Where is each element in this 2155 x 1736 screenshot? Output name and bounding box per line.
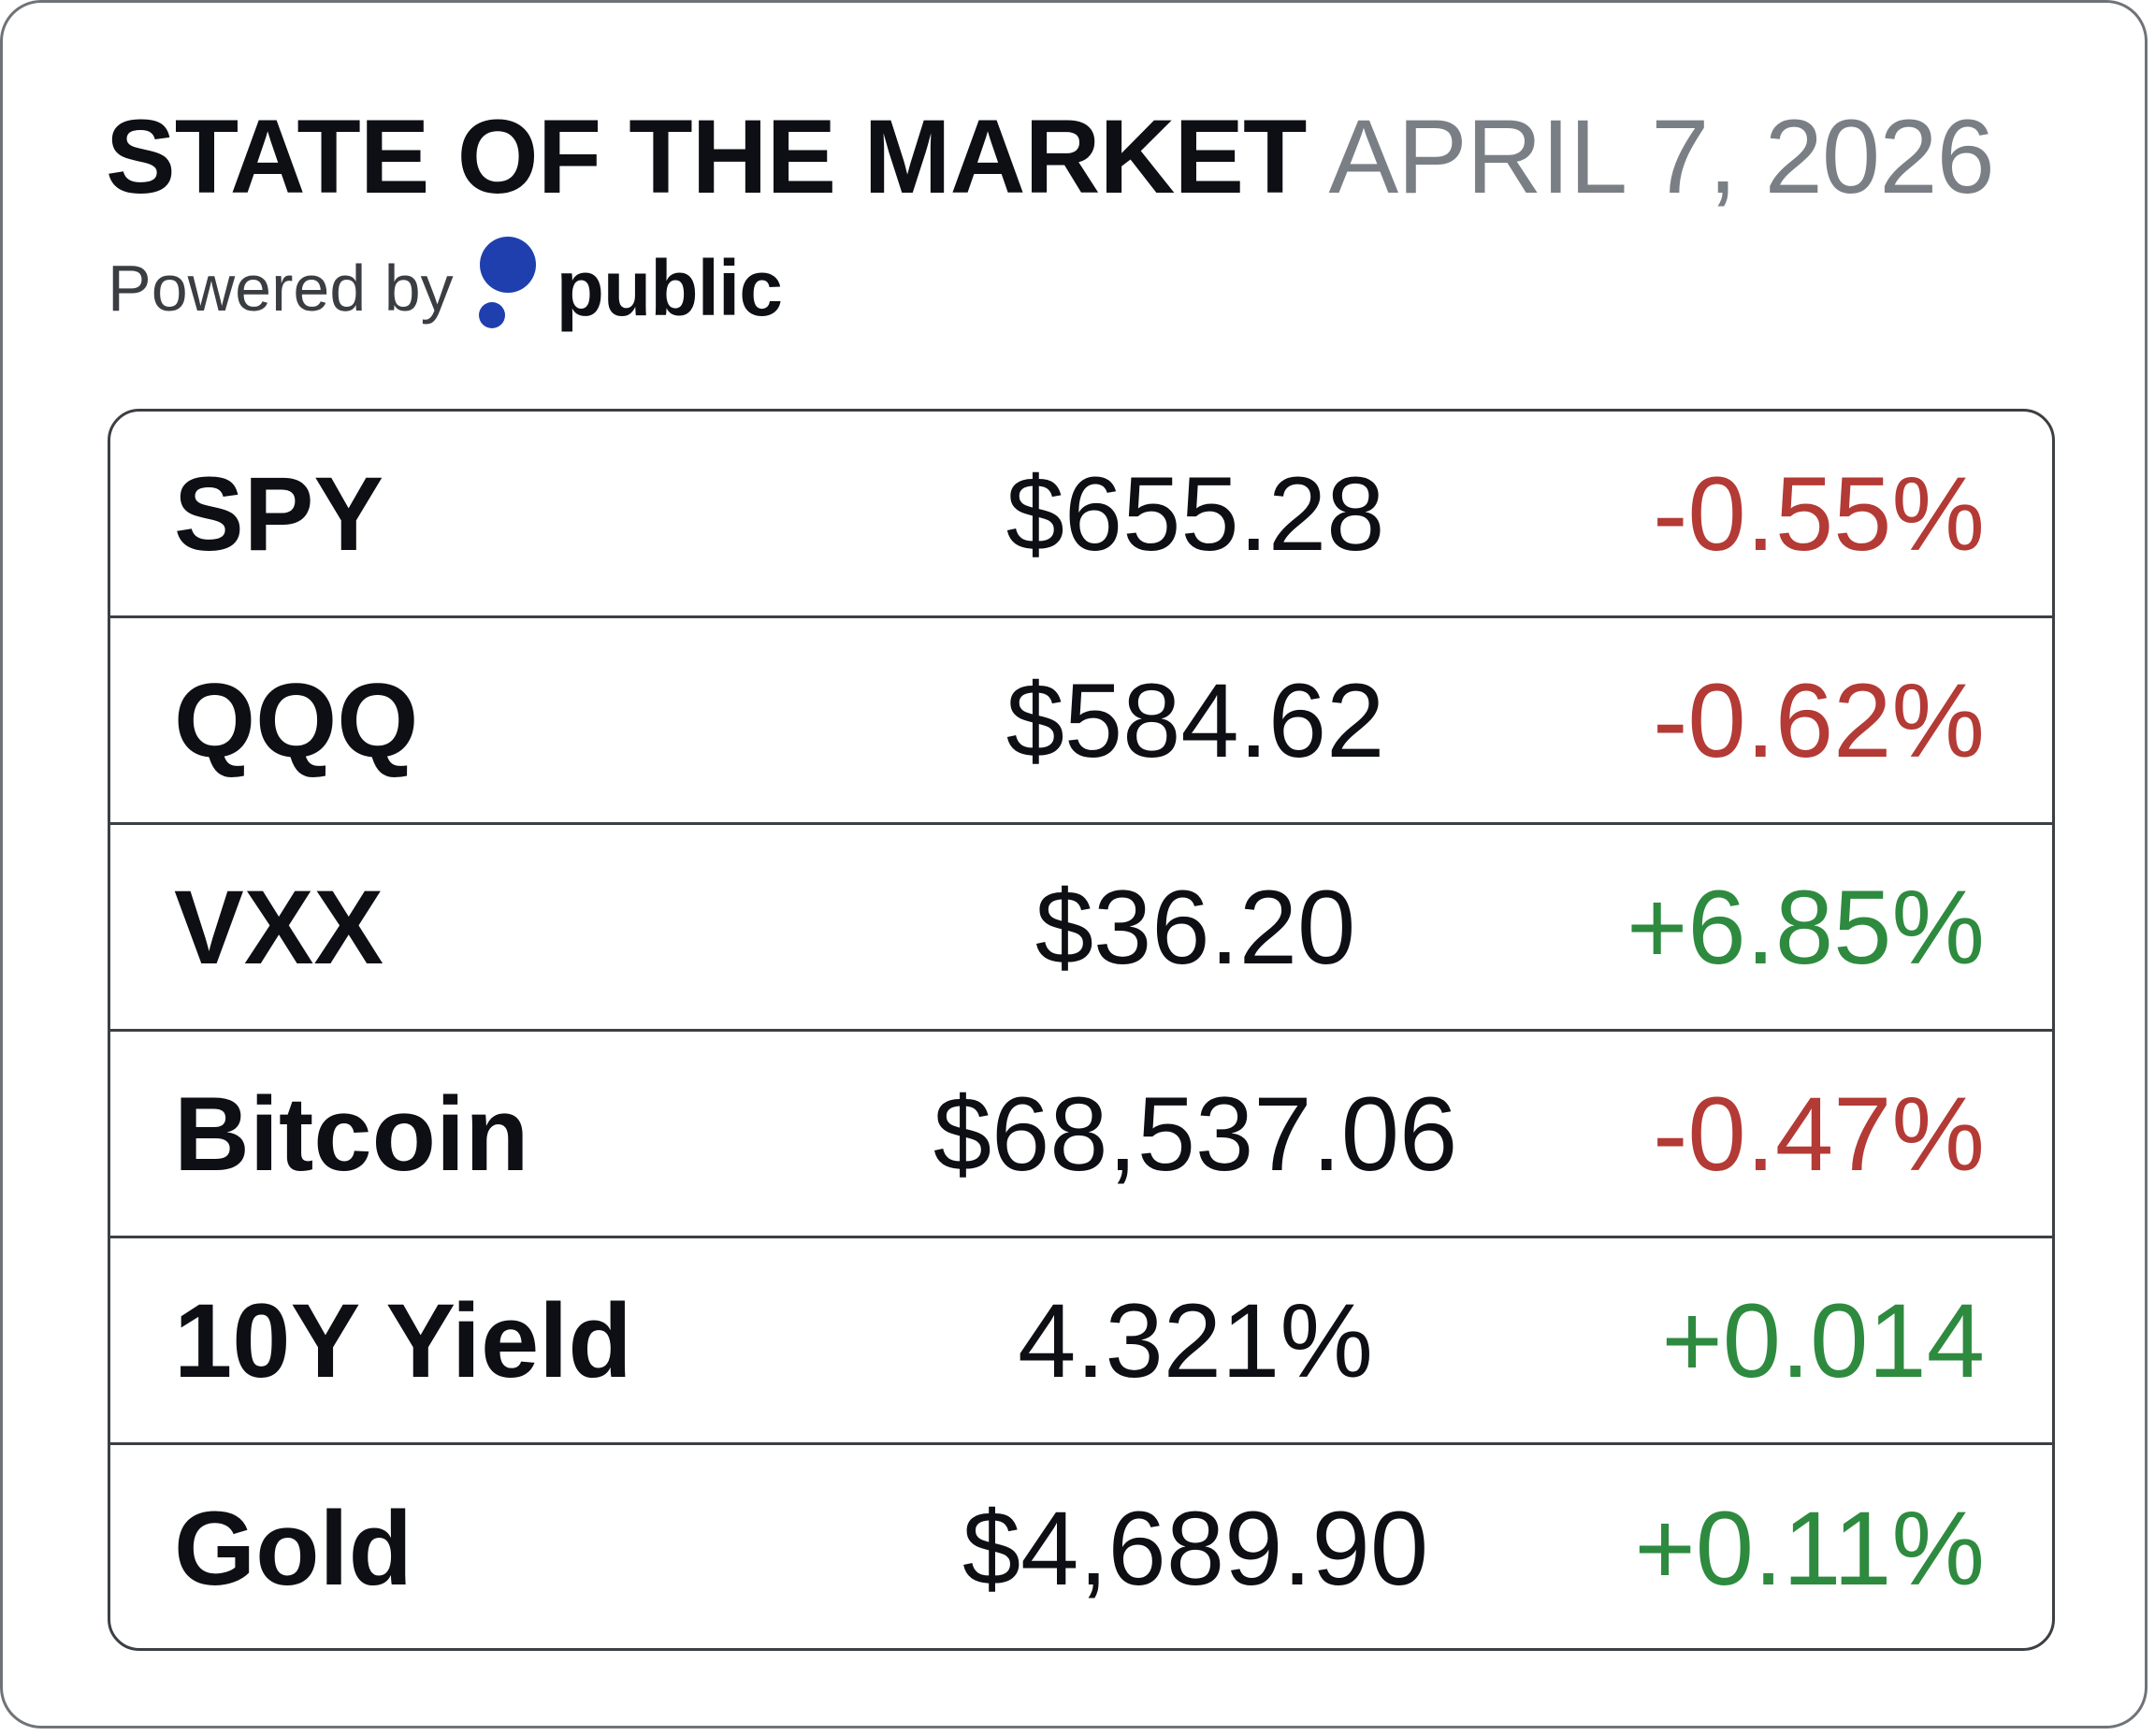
table-row: Gold $4,689.90 +0.11%	[110, 1445, 2052, 1648]
ticker-price: 4.321%	[1018, 1281, 1373, 1399]
market-table: SPY $655.28 -0.55% QQQ $584.62 -0.62% VX…	[108, 409, 2055, 1651]
page-title: STATE OF THE MARKET	[106, 98, 1307, 215]
ticker-name: Gold	[174, 1490, 413, 1607]
ticker-name: SPY	[174, 455, 384, 572]
ticker-price: $655.28	[1005, 455, 1385, 572]
powered-by-row: Powered by public	[108, 237, 783, 340]
ticker-price: $68,537.06	[933, 1075, 1458, 1193]
ticker-change: -0.62%	[1653, 661, 1985, 779]
ticker-change: +0.014	[1661, 1281, 1985, 1399]
ticker-change: +0.11%	[1634, 1490, 1985, 1607]
ticker-price: $36.20	[1034, 868, 1356, 986]
powered-by-label: Powered by	[108, 252, 454, 325]
table-row: 10Y Yield 4.321% +0.014	[110, 1238, 2052, 1445]
ticker-change: +6.85%	[1627, 868, 1985, 986]
brand-name: public	[556, 243, 783, 332]
ticker-change: -0.55%	[1653, 455, 1985, 572]
ticker-name: 10Y Yield	[174, 1281, 632, 1399]
ticker-price: $584.62	[1005, 661, 1385, 779]
table-row: Bitcoin $68,537.06 -0.47%	[110, 1032, 2052, 1238]
table-row: VXX $36.20 +6.85%	[110, 825, 2052, 1032]
ticker-price: $4,689.90	[962, 1490, 1429, 1607]
public-logo-icon	[474, 237, 540, 340]
ticker-name: VXX	[174, 868, 384, 986]
table-row: QQQ $584.62 -0.62%	[110, 618, 2052, 825]
table-row: SPY $655.28 -0.55%	[110, 412, 2052, 618]
title-row: STATE OF THE MARKET APRIL 7, 2026	[106, 96, 1995, 218]
ticker-change: -0.47%	[1653, 1075, 1985, 1193]
title-date: APRIL 7, 2026	[1328, 98, 1994, 215]
ticker-name: QQQ	[174, 661, 419, 779]
ticker-name: Bitcoin	[174, 1075, 529, 1193]
